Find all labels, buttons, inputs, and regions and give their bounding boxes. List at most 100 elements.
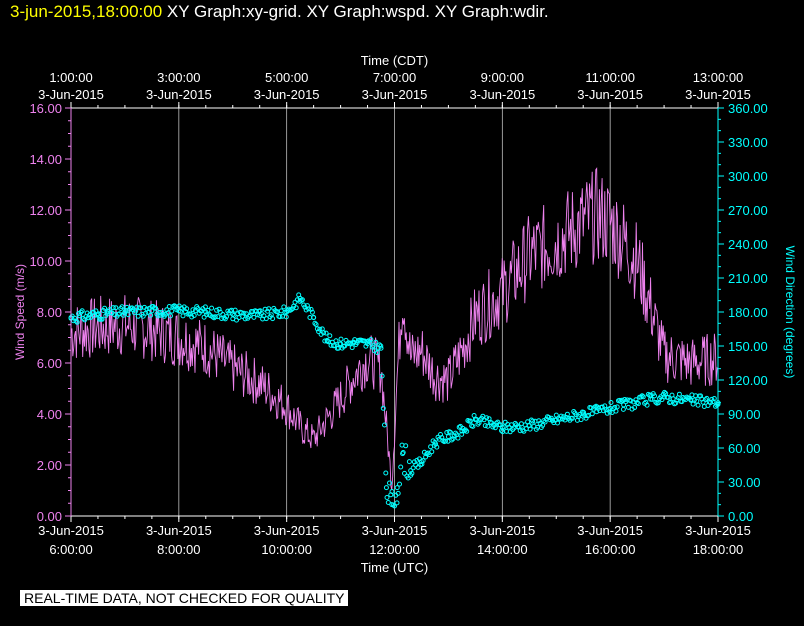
wind-direction-point-interp	[303, 307, 309, 313]
y-right-tick-label: 300.00	[728, 169, 768, 184]
y-right-tick-label: 30.00	[728, 475, 761, 490]
wind-direction-point	[95, 311, 101, 317]
wind-direction-point-interp	[639, 393, 645, 399]
wind-direction-point-interp	[99, 316, 105, 322]
wind-direction-point-interp	[140, 313, 146, 319]
x-top-tick-date: 3-Jun-2015	[469, 87, 535, 102]
wind-direction-point-interp	[410, 465, 416, 471]
wind-direction-point-interp	[695, 402, 701, 408]
wind-direction-point-interp	[327, 333, 333, 339]
wind-direction-point-interp	[323, 330, 329, 336]
wind-direction-point-interp	[338, 336, 344, 342]
wind-direction-point-interp	[241, 310, 247, 316]
wind-direction-point-interp	[652, 393, 657, 399]
wind-direction-point	[311, 315, 317, 321]
wind-direction-point-interp	[183, 309, 188, 315]
wind-direction-point-interp	[711, 396, 717, 401]
wind-direction-point-interp	[202, 304, 208, 310]
wind-direction-point-interp	[266, 306, 272, 312]
wind-direction-point-interp	[620, 406, 626, 412]
wind-direction-point-interp	[313, 322, 319, 327]
wind-direction-layer	[68, 292, 721, 509]
y-left-tick-label: 16.00	[29, 101, 62, 116]
wind-direction-point-interp	[212, 314, 218, 320]
wind-direction-point-interp	[243, 311, 249, 317]
wind-direction-point-interp	[383, 470, 389, 476]
wind-direction-point-interp	[384, 495, 390, 500]
wind-direction-point-interp	[190, 307, 196, 313]
wind-direction-point	[351, 340, 357, 346]
wind-direction-point-interp	[564, 411, 570, 417]
wind-direction-point-interp	[450, 436, 456, 442]
wind-direction-point	[203, 309, 209, 315]
wind-direction-point-interp	[378, 343, 384, 349]
wind-direction-point-interp	[553, 412, 559, 418]
x-top-tick-time: 9:00:00	[481, 70, 524, 85]
wind-direction-point	[634, 400, 640, 406]
wind-direction-point	[149, 308, 155, 314]
wind-direction-point-interp	[148, 312, 154, 318]
wind-direction-point-interp	[201, 314, 207, 320]
wind-direction-point-interp	[467, 418, 473, 424]
wind-direction-point-interp	[569, 415, 575, 421]
wind-speed-line	[70, 167, 719, 491]
x-top-tick-date: 3-Jun-2015	[38, 87, 104, 102]
wind-direction-point-interp	[94, 312, 100, 318]
wind-direction-point	[338, 341, 344, 347]
wind-direction-point-interp	[156, 310, 162, 315]
wind-direction-point-interp	[365, 338, 371, 344]
wind-direction-point-interp	[270, 316, 276, 322]
wind-direction-point-interp	[449, 437, 455, 443]
wind-direction-point-interp	[628, 398, 634, 404]
wind-direction-point-interp	[314, 326, 320, 332]
y-right-tick-label: 270.00	[728, 203, 768, 218]
wind-direction-point	[389, 502, 395, 508]
y-right-axis-title: Wind Direction (degrees)	[783, 246, 797, 379]
wind-direction-point-interp	[389, 489, 395, 494]
wind-direction-point	[526, 422, 532, 428]
wind-direction-point-interp	[257, 308, 263, 314]
wind-direction-point-interp	[316, 329, 322, 335]
wind-direction-point	[445, 434, 451, 440]
data-quality-disclaimer: REAL-TIME DATA, NOT CHECKED FOR QUALITY	[20, 590, 349, 606]
x-bottom-tick-date: 3-Jun-2015	[146, 523, 212, 538]
wind-direction-point	[648, 396, 654, 402]
wind-direction-point-interp	[409, 470, 415, 476]
x-top-tick-time: 13:00:00	[693, 70, 744, 85]
wind-direction-point-interp	[113, 305, 119, 311]
x-bottom-tick-time: 8:00:00	[157, 542, 200, 557]
wind-direction-point-interp	[191, 313, 197, 318]
y-left-tick-label: 0.00	[37, 509, 62, 524]
wind-direction-point-interp	[263, 316, 269, 322]
wind-direction-point-interp	[369, 344, 375, 350]
wind-direction-point-interp	[251, 314, 257, 320]
y-right-tick-label: 360.00	[728, 101, 768, 116]
wind-direction-point-interp	[385, 500, 391, 505]
wind-direction-point-interp	[392, 503, 397, 509]
wind-direction-point-interp	[346, 340, 351, 346]
y-left-tick-label: 10.00	[29, 254, 62, 269]
wind-speed-layer	[70, 167, 719, 491]
wind-direction-point-interp	[180, 313, 186, 319]
wind-direction-point-interp	[293, 305, 299, 311]
wind-direction-point-interp	[676, 391, 682, 397]
wind-direction-point-interp	[349, 345, 355, 351]
wind-direction-point-interp	[704, 395, 710, 401]
wind-direction-point-interp	[395, 490, 401, 496]
x-bottom-tick-time: 6:00:00	[49, 542, 92, 557]
x-top-tick-time: 11:00:00	[585, 70, 635, 85]
wind-direction-point-interp	[312, 320, 318, 326]
y-right-tick-label: 90.00	[728, 407, 761, 422]
x-bottom-tick-date: 3-Jun-2015	[577, 523, 643, 538]
wind-direction-point	[297, 295, 303, 301]
wind-direction-point	[418, 459, 424, 465]
wind-direction-point-interp	[655, 400, 661, 406]
y-left-tick-label: 6.00	[37, 356, 62, 371]
x-bottom-tick-date: 3-Jun-2015	[254, 523, 320, 538]
wind-direction-point	[472, 417, 478, 423]
wind-direction-point-interp	[632, 405, 638, 410]
wind-direction-point-interp	[74, 319, 80, 325]
wind-direction-point-interp	[184, 306, 190, 312]
y-left-tick-label: 14.00	[29, 152, 62, 167]
wind-direction-point-interp	[691, 397, 697, 403]
